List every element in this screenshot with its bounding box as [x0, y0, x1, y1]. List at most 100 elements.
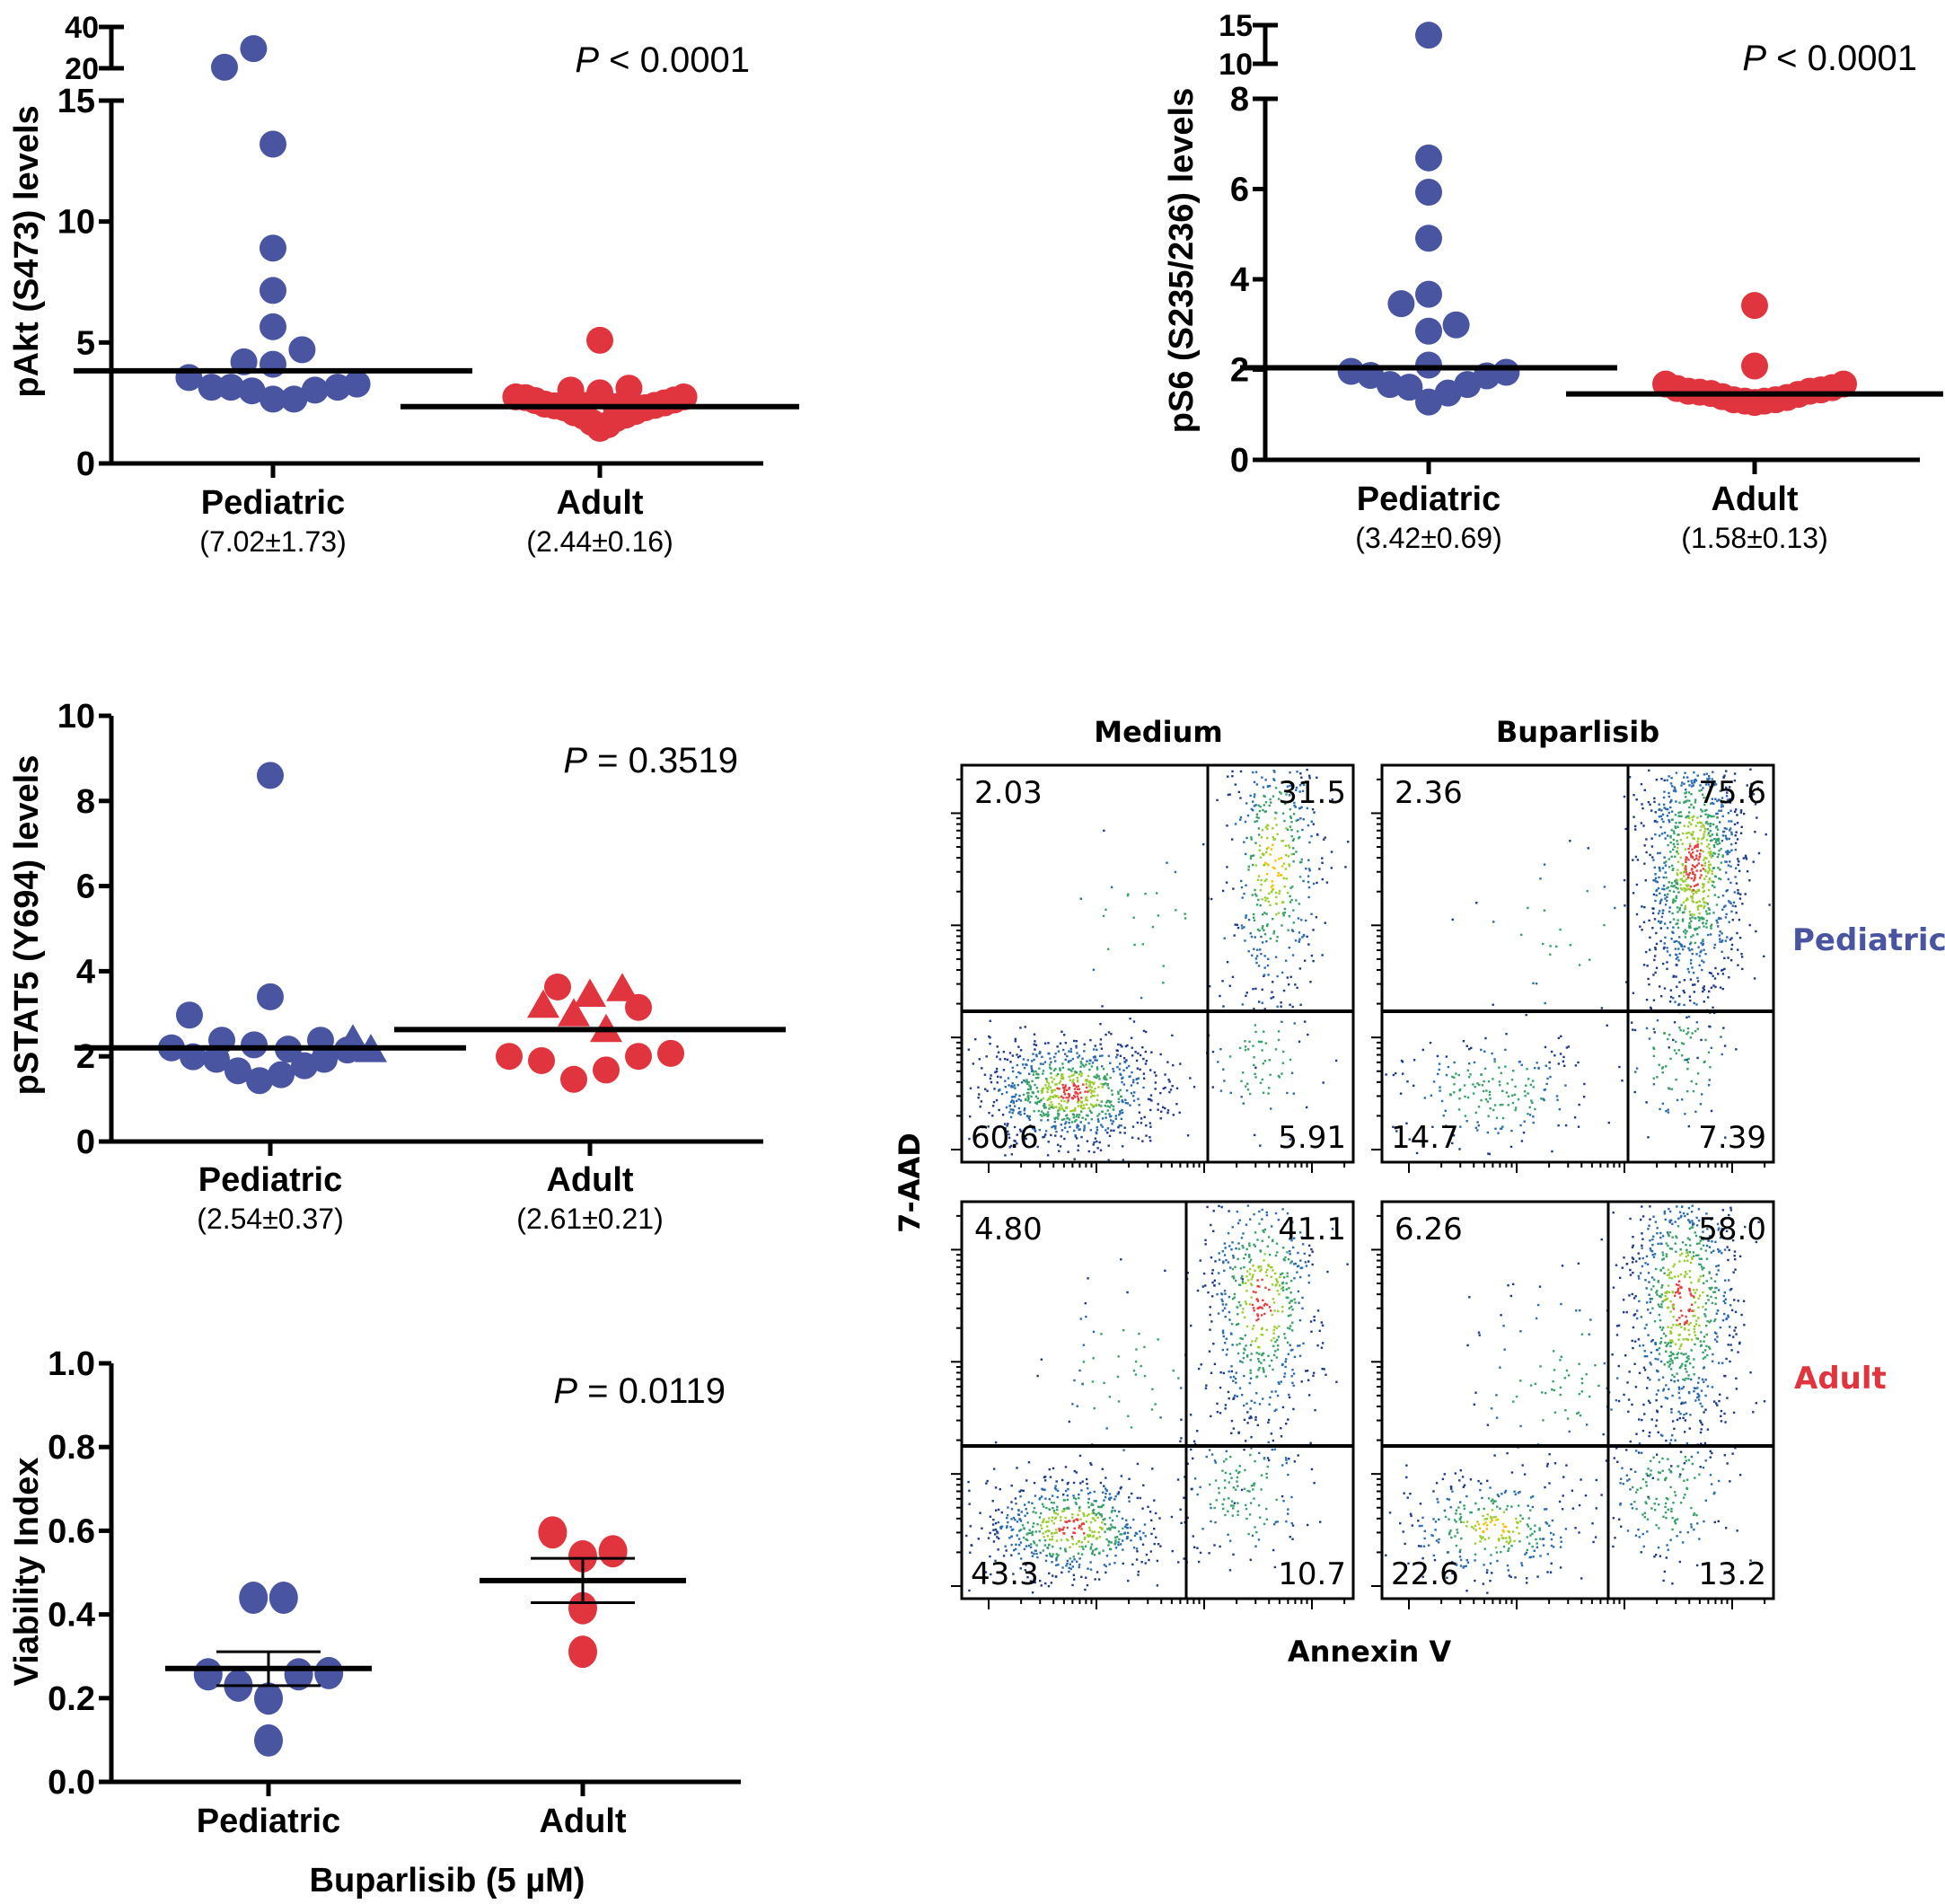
- flow-event: [1109, 1547, 1112, 1551]
- flow-event: [1253, 1484, 1255, 1487]
- flow-event: [1116, 1065, 1119, 1069]
- flow-event: [1498, 1066, 1501, 1069]
- flow-event: [1245, 992, 1248, 994]
- flow-event: [1699, 1466, 1702, 1468]
- flow-event: [1256, 1315, 1260, 1318]
- flow-event: [1120, 1485, 1122, 1489]
- flow-event: [1717, 973, 1720, 975]
- flow-event: [1274, 1284, 1277, 1287]
- flow-event: [1653, 820, 1657, 823]
- flow-event: [1683, 979, 1686, 982]
- flow-event: [1294, 939, 1298, 942]
- flow-event: [1090, 1118, 1094, 1121]
- flow-event: [1690, 912, 1694, 916]
- flow-event: [1246, 1204, 1250, 1207]
- flow-event: [1260, 1474, 1263, 1476]
- flow-event: [1272, 843, 1274, 846]
- flow-event: [1705, 912, 1709, 915]
- flow-event: [1670, 810, 1674, 813]
- flow-event: [1237, 1300, 1241, 1304]
- flow-event: [1675, 939, 1678, 943]
- flow-event: [1253, 1056, 1255, 1059]
- flow-event: [1298, 790, 1301, 793]
- flow-event: [1059, 1042, 1062, 1045]
- flow-event: [1071, 1543, 1075, 1546]
- flow-event: [1501, 1537, 1504, 1539]
- flow-event: [1099, 1505, 1102, 1509]
- flow-event: [1684, 1214, 1686, 1218]
- flow-event: [1068, 1075, 1070, 1079]
- flow-event: [1228, 984, 1231, 987]
- flow-event: [1210, 897, 1213, 901]
- flow-event: [1154, 1088, 1157, 1090]
- flow-event: [1112, 1120, 1114, 1123]
- flow-event: [1017, 1552, 1020, 1556]
- flow-event: [1508, 1536, 1511, 1538]
- flow-event: [1725, 912, 1728, 916]
- flow-event: [1458, 1479, 1461, 1482]
- flow-event: [1465, 1590, 1468, 1592]
- flow-event: [1662, 1266, 1665, 1269]
- flow-event: [1684, 887, 1686, 891]
- flow-event: [1392, 1125, 1395, 1128]
- flow-event: [1474, 1126, 1478, 1129]
- flow-event: [1524, 1094, 1527, 1097]
- flow-event: [1725, 851, 1728, 853]
- flow-event: [1742, 812, 1746, 815]
- flow-event: [1546, 1571, 1549, 1573]
- flow-event: [1307, 886, 1311, 889]
- flow-event: [1105, 1129, 1107, 1132]
- flow-event: [1471, 1525, 1474, 1529]
- flow-event: [1177, 1377, 1180, 1380]
- flow-event: [1245, 1402, 1248, 1406]
- flow-event: [1648, 1434, 1650, 1438]
- flow-event: [1697, 916, 1700, 919]
- flow-event: [1248, 1261, 1251, 1264]
- flow-event: [1708, 864, 1711, 867]
- flow-event: [1311, 807, 1315, 811]
- flow-event: [1465, 1565, 1467, 1567]
- flow-event: [1141, 1140, 1144, 1142]
- flow-event: [1682, 901, 1685, 904]
- flow-event: [1548, 1482, 1551, 1485]
- flow-event: [1728, 829, 1731, 832]
- flow-event: [1725, 860, 1728, 863]
- flow-event: [1263, 932, 1267, 936]
- flow-event: [1089, 1038, 1092, 1042]
- flow-event: [1680, 944, 1683, 947]
- flow-event: [1688, 816, 1691, 820]
- viability-y-tick-label: 1.0: [48, 1345, 95, 1383]
- flow-quadrant-ur-value: 31.5: [1278, 775, 1346, 811]
- flow-event: [1700, 825, 1703, 828]
- flow-event: [1268, 1306, 1272, 1309]
- flow-event: [1045, 1525, 1049, 1528]
- flow-event: [1265, 1211, 1268, 1214]
- flow-quadrant-ul-value: 4.80: [974, 1212, 1043, 1247]
- flow-event: [1029, 1088, 1032, 1091]
- pakt-y-tick-label: 5: [76, 324, 95, 362]
- flow-event: [1710, 1218, 1712, 1221]
- flow-event: [1022, 1093, 1025, 1097]
- flow-event: [1275, 1356, 1278, 1359]
- flow-event: [1527, 1542, 1531, 1545]
- flow-event: [1715, 833, 1719, 836]
- flow-event: [1252, 1291, 1255, 1293]
- flow-event: [1025, 1137, 1028, 1141]
- flow-event: [1763, 955, 1765, 958]
- flow-event: [1664, 1218, 1668, 1221]
- flow-event: [1236, 1480, 1238, 1483]
- flow-event: [1241, 1003, 1244, 1006]
- flow-event: [1259, 1269, 1262, 1273]
- flow-event: [1690, 941, 1693, 944]
- flow-event: [1258, 1451, 1261, 1455]
- flow-event: [1087, 1535, 1090, 1538]
- flow-event: [1258, 1403, 1262, 1406]
- flow-event: [1722, 776, 1725, 779]
- pstat5-point-pediatric: [311, 1045, 338, 1073]
- flow-event: [1289, 1314, 1292, 1317]
- flow-event: [1297, 1344, 1299, 1347]
- flow-event: [1016, 1063, 1019, 1067]
- flow-event: [1660, 778, 1663, 780]
- flow-event: [1253, 1212, 1255, 1216]
- flow-event: [1694, 824, 1697, 827]
